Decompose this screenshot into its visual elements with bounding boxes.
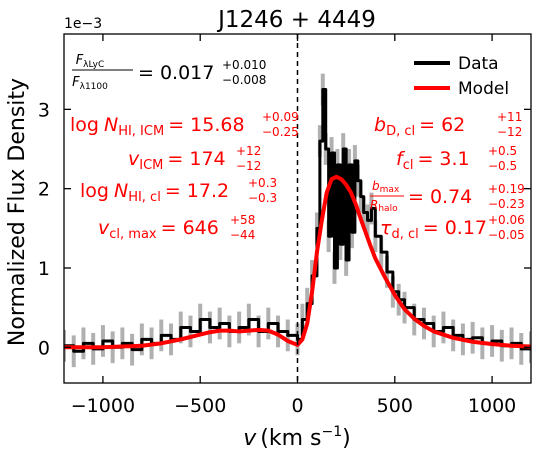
- x-tick-label: −500: [174, 395, 226, 417]
- svg-text:fcl= 3.1: fcl = 3.1: [396, 148, 470, 173]
- svg-text:+0.06: +0.06: [488, 213, 525, 227]
- chart-title: J1246 + 4449: [216, 7, 376, 33]
- legend: Data Model: [414, 54, 509, 99]
- svg-text:Rhalo: Rhalo: [370, 198, 398, 214]
- param-log-n-hi-cl: log NHI, cl = 17.2 +0.3 −0.3: [80, 176, 277, 205]
- svg-text:τd, cl= 0.17: τd, cl = 0.17: [380, 217, 487, 242]
- param-b-d-cl: bD, cl = 62 +11 −12: [374, 110, 522, 139]
- y-axis-label: Normalized Flux Density: [5, 78, 30, 346]
- y-axis: 0 1 2 3: [38, 99, 531, 359]
- model-series-line: [64, 174, 531, 350]
- svg-text:−12: −12: [497, 125, 522, 139]
- param-bmax-rhalo: bmax Rhalo = 0.74 +0.19 −0.23: [370, 179, 525, 214]
- svg-text:vICM= 174: vICM = 174: [128, 148, 226, 173]
- param-v-icm: vICM = 174 +12 −12: [128, 144, 261, 173]
- param-v-cl-max: vcl, max = 646 +58 −44: [98, 213, 255, 242]
- param-f-cl: fcl = 3.1 +0.5 −0.5: [396, 144, 517, 173]
- svg-text:Fλ1100: Fλ1100: [72, 75, 108, 92]
- svg-text:FλLyC: FλLyC: [76, 53, 105, 70]
- svg-text:= 0.017: = 0.017: [138, 62, 214, 84]
- lyc-ratio-annotation: FλLyC Fλ1100 = 0.017 +0.010 −0.008: [72, 53, 266, 92]
- y-tick-label: 1: [38, 258, 50, 280]
- svg-text:−0.23: −0.23: [488, 197, 525, 211]
- y-tick-label: 2: [38, 179, 50, 201]
- legend-data-label: Data: [458, 54, 499, 74]
- svg-text:−0.25: −0.25: [262, 125, 299, 139]
- x-tick-label: 1000: [468, 395, 516, 417]
- svg-text:−44: −44: [230, 228, 255, 242]
- y-offset-text: 1e−3: [64, 16, 102, 32]
- x-axis-label: v (km s−1): [243, 424, 350, 451]
- x-tick-label: 0: [291, 395, 303, 417]
- svg-text:−0.05: −0.05: [488, 228, 525, 242]
- svg-text:+0.010: +0.010: [222, 58, 266, 72]
- x-tick-label: −1000: [71, 395, 135, 417]
- svg-text:bmax: bmax: [372, 179, 400, 195]
- svg-text:+0.19: +0.19: [488, 182, 525, 196]
- svg-text:bD, cl= 62: bD, cl = 62: [374, 114, 465, 139]
- svg-text:= 0.74: = 0.74: [408, 186, 472, 208]
- svg-text:+58: +58: [230, 213, 255, 227]
- y-tick-label: 0: [38, 337, 50, 359]
- x-tick-label: 500: [377, 395, 413, 417]
- svg-text:+11: +11: [497, 110, 522, 124]
- svg-text:+12: +12: [236, 144, 261, 158]
- legend-model-label: Model: [458, 79, 509, 99]
- y-tick-label: 3: [38, 99, 50, 121]
- data-series-line: [64, 88, 531, 353]
- svg-text:−0.5: −0.5: [488, 159, 517, 173]
- svg-text:+0.5: +0.5: [488, 144, 517, 158]
- svg-text:−0.3: −0.3: [248, 191, 277, 205]
- svg-text:vcl, max= 646: vcl, max = 646: [98, 217, 219, 242]
- x-axis: −1000 −500 0 500 1000: [71, 34, 516, 417]
- left-parameters: log NHI, ICM = 15.68 +0.09 −0.25 vICM = 174…: [70, 110, 299, 242]
- right-parameters: bD, cl = 62 +11 −12 fcl = 3.1 +0.5 −0.5 bm…: [370, 110, 525, 242]
- svg-text:+0.09: +0.09: [262, 110, 299, 124]
- param-tau-d-cl: τd, cl = 0.17 +0.06 −0.05: [380, 213, 525, 242]
- svg-text:−12: −12: [236, 159, 261, 173]
- svg-text:+0.3: +0.3: [248, 176, 277, 190]
- param-log-n-hi-icm: log NHI, ICM = 15.68 +0.09 −0.25: [70, 110, 299, 139]
- svg-text:−0.008: −0.008: [222, 73, 266, 87]
